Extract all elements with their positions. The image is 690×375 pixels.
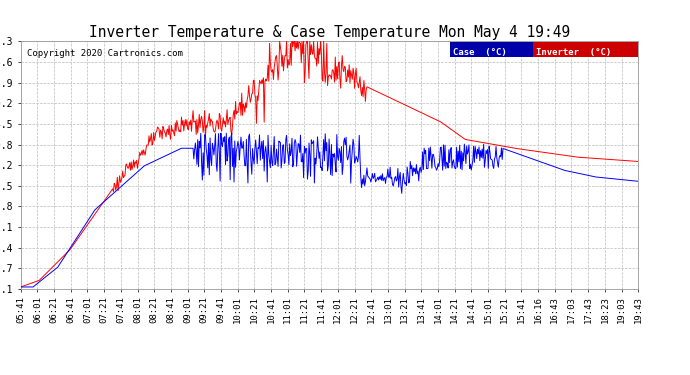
Text: Case  (°C): Case (°C) <box>453 48 506 57</box>
Text: Inverter  (°C): Inverter (°C) <box>536 48 611 57</box>
FancyBboxPatch shape <box>533 42 638 57</box>
FancyBboxPatch shape <box>450 42 533 57</box>
Title: Inverter Temperature & Case Temperature Mon May 4 19:49: Inverter Temperature & Case Temperature … <box>89 25 570 40</box>
Text: Copyright 2020 Cartronics.com: Copyright 2020 Cartronics.com <box>27 49 183 58</box>
